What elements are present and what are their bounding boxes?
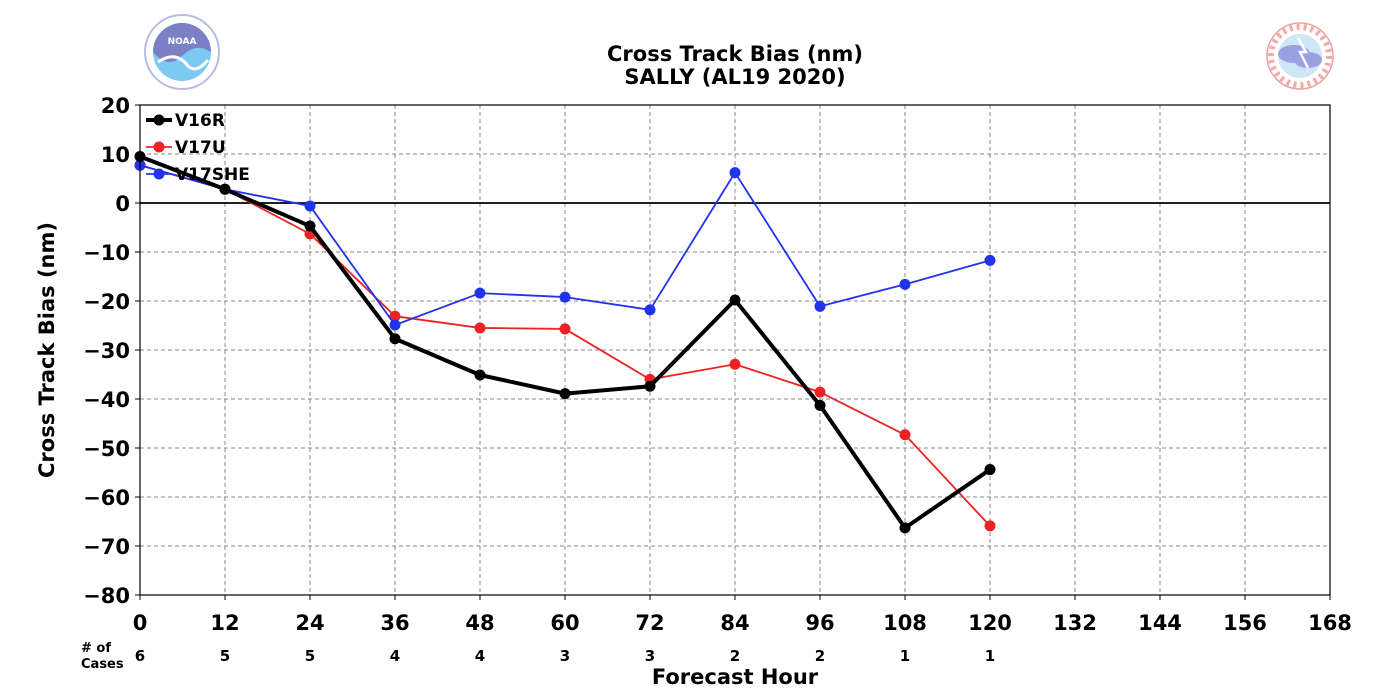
data-point: [559, 388, 571, 400]
y-tick-label: −30: [83, 339, 130, 363]
x-tick-label: 48: [465, 611, 494, 635]
data-point: [984, 520, 996, 532]
x-tick-label: 168: [1308, 611, 1352, 635]
x-tick-label: 36: [380, 611, 409, 635]
legend-label: V16R: [175, 111, 225, 131]
data-point: [984, 464, 996, 476]
noaa-logo-text: NOAA: [168, 37, 197, 47]
y-tick-label: 20: [101, 94, 130, 118]
cases-label-line1: # of: [81, 641, 111, 656]
legend-label: V17U: [175, 138, 226, 158]
case-count: 4: [390, 647, 400, 665]
data-point: [389, 333, 401, 345]
chart-title: Cross Track Bias (nm): [607, 42, 863, 66]
data-point: [474, 369, 486, 381]
data-point: [814, 300, 826, 312]
x-tick-label: 120: [968, 611, 1012, 635]
x-tick-label: 156: [1223, 611, 1267, 635]
chart-subtitle: SALLY (AL19 2020): [624, 65, 845, 89]
x-tick-labels: 0 12 24 36 48 60 72 84 96 108 120 132 144 156 168: [133, 595, 1352, 635]
data-point: [389, 319, 401, 331]
case-count: 1: [900, 647, 910, 665]
data-point: [899, 278, 911, 290]
x-tick-label: 60: [550, 611, 579, 635]
data-point: [644, 380, 656, 392]
data-point: [559, 291, 571, 303]
y-axis-label: Cross Track Bias (nm): [35, 222, 59, 478]
data-point: [899, 429, 911, 441]
x-tick-label: 108: [883, 611, 927, 635]
data-point: [814, 399, 826, 411]
x-tick-label: 0: [133, 611, 148, 635]
x-tick-label: 144: [1138, 611, 1182, 635]
y-tick-label: −70: [83, 535, 130, 559]
x-tick-label: 72: [635, 611, 664, 635]
x-tick-label: 96: [805, 611, 834, 635]
x-tick-label: 84: [720, 611, 749, 635]
case-count: 2: [815, 647, 825, 665]
y-tick-labels: 20 10 0 −10 −20 −30 −40 −50 −60 −70 −80: [83, 94, 140, 608]
data-point: [304, 200, 316, 212]
data-point: [729, 294, 741, 306]
y-tick-label: 0: [115, 192, 130, 216]
x-tick-label: 24: [295, 611, 324, 635]
legend-swatch-marker: [153, 141, 165, 153]
series-v17she: [134, 159, 996, 331]
case-count: 2: [730, 647, 740, 665]
y-tick-label: −80: [83, 584, 130, 608]
case-count: 5: [305, 647, 315, 665]
cases-label-line2: Cases: [81, 657, 124, 672]
data-point: [389, 310, 401, 322]
case-count: 3: [560, 647, 570, 665]
data-point: [814, 386, 826, 398]
legend: V16R V17U V17SHE: [146, 111, 250, 185]
case-count: 6: [135, 647, 145, 665]
data-point: [644, 304, 656, 316]
case-count: 4: [475, 647, 485, 665]
legend-swatch-marker: [153, 168, 165, 180]
legend-swatch-marker: [153, 114, 165, 126]
series-v16r: [134, 150, 996, 534]
y-tick-label: −10: [83, 241, 130, 265]
data-point: [559, 323, 571, 335]
data-point: [729, 167, 741, 179]
y-tick-label: −20: [83, 290, 130, 314]
series-group: [134, 150, 996, 534]
case-counts: 6 5 5 4 4 3 3 2 2 1 1: [135, 647, 995, 665]
data-point: [219, 183, 231, 195]
legend-label: V17SHE: [175, 165, 250, 185]
data-point: [984, 254, 996, 266]
y-tick-label: −60: [83, 486, 130, 510]
noaa-logo: NOAA: [144, 14, 220, 90]
data-point: [729, 358, 741, 370]
x-tick-label: 12: [210, 611, 239, 635]
case-count: 1: [985, 647, 995, 665]
x-axis-label: Forecast Hour: [652, 665, 819, 689]
x-tick-label: 132: [1053, 611, 1097, 635]
y-tick-label: −40: [83, 388, 130, 412]
data-point: [304, 220, 316, 232]
data-point: [899, 522, 911, 534]
data-point: [474, 322, 486, 334]
case-count: 3: [645, 647, 655, 665]
nws-logo: [1266, 22, 1334, 90]
data-point: [474, 287, 486, 299]
case-count: 5: [220, 647, 230, 665]
y-tick-label: −50: [83, 437, 130, 461]
y-tick-label: 10: [101, 143, 130, 167]
